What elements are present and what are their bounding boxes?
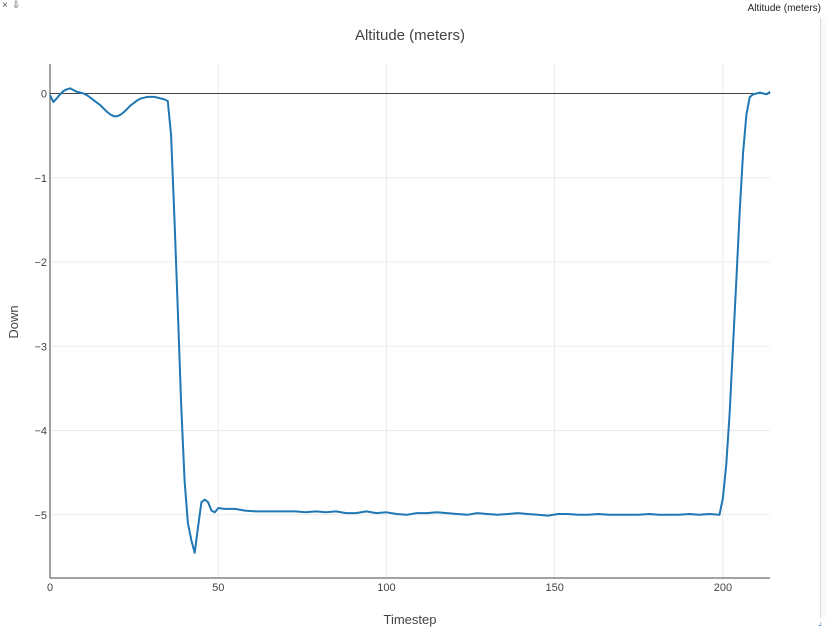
grid-layer — [50, 64, 770, 578]
window-right-border — [820, 18, 827, 618]
y-axis-title: Down — [6, 305, 21, 338]
altitude-series-line — [49, 87, 771, 554]
x-tick-label: 100 — [377, 582, 395, 594]
x-tick-label: 200 — [714, 582, 732, 594]
y-tick-label: −2 — [34, 257, 47, 269]
y-tick-label: −3 — [34, 341, 47, 353]
window-label: Altitude (meters) — [747, 3, 821, 14]
close-icon[interactable]: × — [2, 0, 8, 11]
window-controls: × ⇩ — [2, 0, 24, 11]
series-layer — [49, 87, 771, 554]
pin-down-icon[interactable]: ⇩ — [11, 0, 21, 11]
x-tick-label: 150 — [545, 582, 563, 594]
x-tick-label: 50 — [212, 582, 224, 594]
y-tick-label: −1 — [34, 173, 47, 185]
x-axis-title: Timestep — [384, 612, 437, 627]
x-tick-label: 0 — [47, 582, 53, 594]
y-tick-label: −5 — [34, 510, 47, 522]
axis-layer: 0 50 100 150 200 0 −1 −2 −3 −4 −5 — [34, 64, 770, 594]
resize-grip-icon[interactable]: ⌟ — [817, 617, 822, 627]
chart-title: Altitude (meters) — [355, 27, 465, 44]
y-tick-label: −4 — [34, 426, 47, 438]
y-tick-label: 0 — [41, 88, 47, 100]
